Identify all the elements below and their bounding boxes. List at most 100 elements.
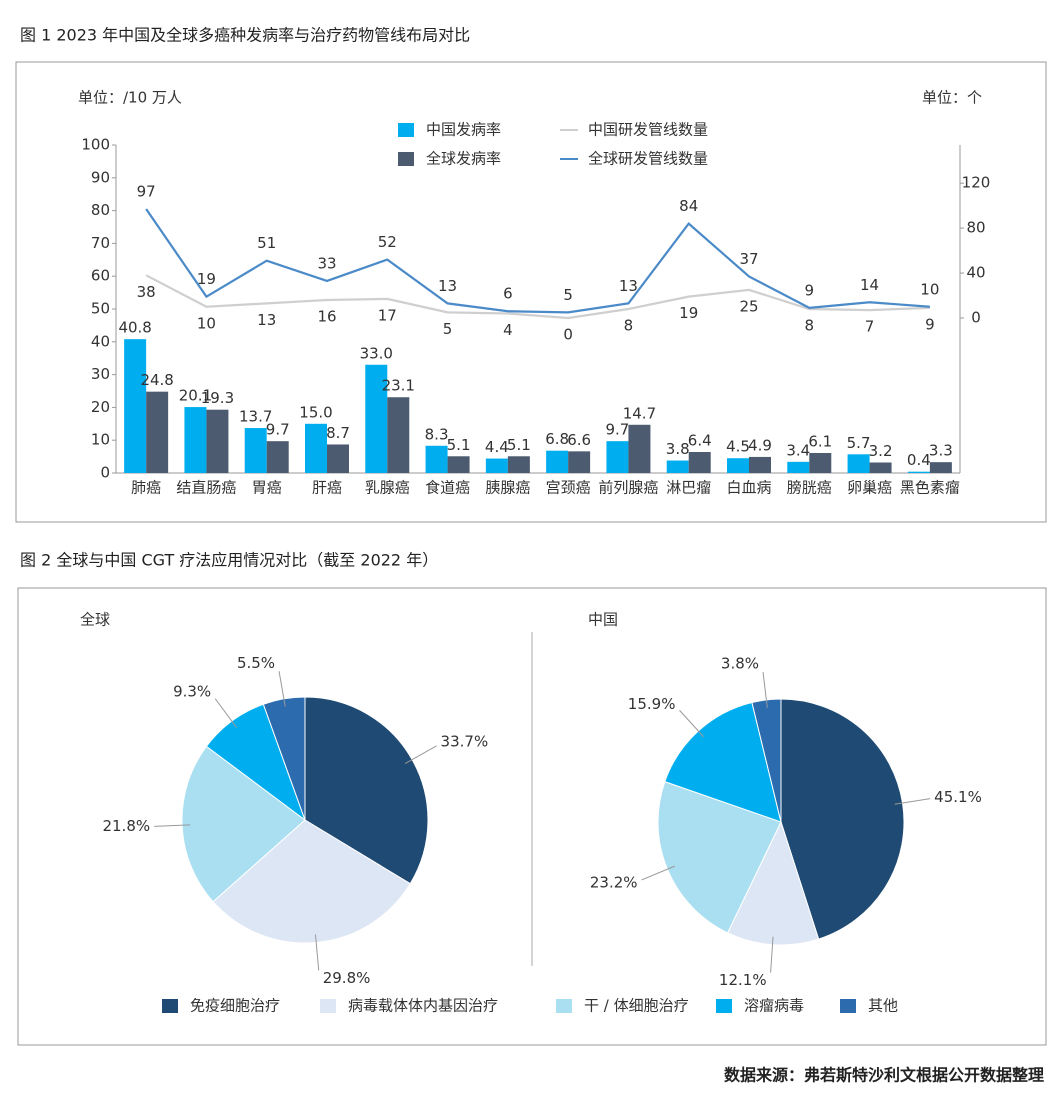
pie-value-label: 21.8% [102, 817, 150, 835]
bar-value-label: 20.1 [179, 387, 212, 405]
x-tick-label: 宫颈癌 [546, 479, 591, 497]
bar [929, 462, 952, 473]
bar [327, 444, 349, 473]
pie-title: 中国 [588, 611, 618, 629]
bar-value-label: 6.8 [545, 430, 569, 448]
legend-label: 干 / 体细胞治疗 [584, 997, 689, 1015]
y-tick-label: 80 [91, 201, 110, 219]
x-tick-label: 黑色素瘤 [900, 479, 960, 497]
bar [305, 423, 327, 473]
line-value-label: 33 [317, 254, 336, 272]
source: 数据来源：弗若斯特沙利文根据公开数据整理 [724, 1066, 1044, 1085]
line-value-label: 0 [563, 325, 573, 343]
line-value-label: 84 [679, 197, 698, 215]
line-value-label: 37 [739, 250, 758, 268]
line-value-label: 8 [624, 317, 634, 335]
line-value-label: 6 [503, 285, 513, 303]
x-tick-label: 膀胱癌 [787, 479, 832, 497]
y-tick-label: 70 [91, 234, 110, 252]
pie-value-label: 45.1% [934, 788, 982, 806]
y2-tick-label: 120 [962, 174, 991, 192]
y2-axis-label: 单位：个 [922, 89, 982, 107]
bar-value-label: 3.3 [929, 442, 953, 460]
bar-value-label: 5.7 [847, 434, 871, 452]
leader-line [314, 934, 320, 971]
bar-value-label: 4.4 [485, 438, 509, 456]
y2-tick-label: 40 [966, 264, 985, 282]
bar-value-label: 40.8 [118, 319, 151, 337]
bar [146, 391, 169, 473]
x-tick-label: 胰腺癌 [485, 479, 530, 497]
bar [787, 461, 810, 473]
line-value-label: 5 [563, 286, 573, 304]
leader-line [641, 865, 675, 881]
legend-label: 全球发病率 [426, 150, 501, 168]
x-tick-label: 食道癌 [425, 479, 470, 497]
bar [749, 456, 771, 473]
bar-value-label: 5.1 [447, 436, 471, 454]
bar [727, 458, 749, 473]
leader-line [278, 671, 286, 707]
bar [244, 428, 267, 473]
line-value-label: 7 [865, 318, 875, 336]
legend-label: 免疫细胞治疗 [190, 997, 280, 1015]
bar [266, 441, 289, 473]
line-value-label: 10 [920, 280, 939, 298]
line-value-label: 4 [503, 321, 513, 339]
bar [447, 456, 470, 473]
line-value-label: 16 [317, 308, 336, 326]
y-tick-label: 10 [91, 431, 110, 449]
bar-value-label: 24.8 [140, 371, 173, 389]
pie-value-label: 29.8% [323, 969, 371, 987]
pie-value-label: 15.9% [628, 695, 676, 713]
bar-value-label: 4.9 [748, 436, 772, 454]
bar-value-label: 6.4 [688, 432, 712, 450]
y-tick-label: 0 [100, 464, 110, 482]
leader-line [762, 672, 768, 708]
bar-value-label: 13.7 [239, 408, 272, 426]
line-value-label: 38 [137, 283, 156, 301]
line-value-label: 13 [438, 277, 457, 295]
bar [365, 364, 388, 473]
bar [387, 397, 410, 473]
line-value-label: 13 [257, 311, 276, 329]
bar-value-label: 23.1 [382, 377, 415, 395]
line [145, 274, 930, 320]
pie-value-label: 9.3% [173, 683, 211, 701]
legend-label: 其他 [868, 997, 898, 1015]
y-tick-label: 60 [91, 267, 110, 285]
y-tick-label: 90 [91, 168, 110, 186]
y-tick-label: 20 [91, 398, 110, 416]
y-tick-label: 30 [91, 365, 110, 383]
leader-line [154, 824, 191, 827]
line-value-label: 9 [925, 315, 935, 333]
legend-swatch [398, 152, 414, 166]
bar-value-label: 5.1 [507, 436, 531, 454]
bar-value-label: 15.0 [299, 403, 332, 421]
pie-value-label: 12.1% [719, 971, 767, 989]
bar [546, 450, 569, 473]
frame [17, 587, 1047, 1046]
line-value-label: 51 [257, 234, 276, 252]
bar [628, 424, 651, 473]
line-value-label: 8 [805, 317, 815, 335]
line-value-label: 9 [805, 281, 815, 299]
bar [688, 452, 711, 473]
bar [869, 462, 892, 473]
bar [907, 471, 930, 473]
bar-value-label: 6.1 [808, 432, 832, 450]
leader-line [770, 936, 774, 973]
bar [485, 458, 508, 473]
line [145, 208, 930, 314]
bar-value-label: 4.5 [726, 438, 750, 456]
bar-value-label: 33.0 [360, 344, 393, 362]
line-value-label: 19 [679, 304, 698, 322]
leader-line [894, 798, 931, 805]
bar-value-label: 3.4 [786, 441, 810, 459]
legend-label: 溶瘤病毒 [744, 997, 804, 1015]
x-tick-label: 结直肠癌 [176, 479, 236, 497]
line-value-label: 17 [378, 306, 397, 324]
bar [507, 456, 530, 473]
bar-value-label: 3.2 [869, 442, 893, 460]
legend-swatch [162, 999, 178, 1013]
